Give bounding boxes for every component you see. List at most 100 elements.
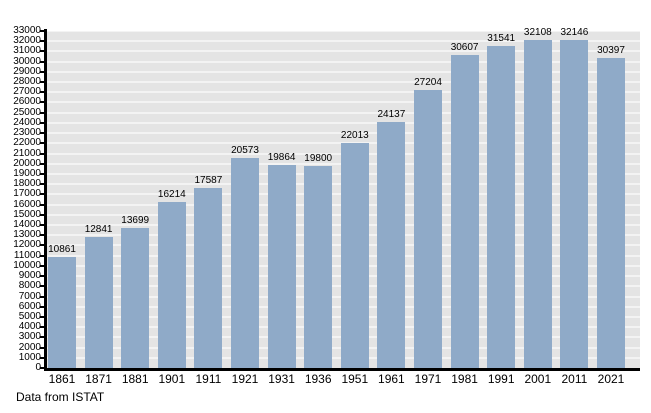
y-tick-label: 13000 [13, 229, 41, 241]
bar-1961 [377, 121, 406, 368]
gridline [47, 31, 640, 32]
bar-value-label: 30397 [597, 44, 625, 56]
y-tick-label: 20000 [13, 157, 41, 169]
y-tick-label: 17000 [13, 188, 41, 200]
bar-value-label: 19864 [267, 152, 296, 164]
y-tick-mark [40, 295, 44, 298]
bar-1911 [194, 188, 223, 368]
y-tick-mark [40, 336, 44, 339]
bar-value-label: 20573 [231, 144, 259, 156]
y-tick-mark [40, 193, 44, 196]
x-tick-label: 1901 [158, 372, 186, 386]
y-tick-label: 25000 [13, 106, 41, 118]
gridline [47, 70, 640, 73]
y-tick-label: 19000 [13, 167, 41, 179]
y-tick-label: 12000 [13, 239, 41, 251]
y-tick-label: 6000 [18, 300, 41, 312]
y-tick-mark [40, 305, 44, 308]
bar-1931 [267, 165, 296, 368]
y-tick-mark [40, 30, 44, 32]
bar-1981 [450, 55, 479, 368]
y-tick-label: 24000 [13, 116, 41, 128]
bar-value-label: 17587 [194, 175, 223, 187]
y-tick-mark [40, 152, 44, 155]
bar-value-label: 12841 [84, 223, 113, 235]
y-tick-mark [40, 70, 44, 73]
x-tick-label: 1951 [341, 372, 369, 386]
bar-1991 [487, 45, 516, 368]
bar-1881 [121, 228, 150, 368]
gridline [47, 91, 640, 94]
gridline [47, 132, 640, 135]
y-tick-mark [40, 40, 44, 43]
y-tick-label: 1000 [18, 351, 41, 363]
gridline [47, 111, 640, 114]
y-tick-mark [40, 346, 44, 349]
y-tick-label: 7000 [18, 290, 41, 302]
y-tick-label: 18000 [13, 178, 41, 190]
y-tick-mark [40, 264, 44, 267]
y-tick-mark [40, 60, 44, 63]
y-tick-mark [40, 50, 44, 53]
y-tick-label: 32000 [13, 35, 41, 47]
x-tick-label: 1861 [48, 372, 76, 386]
x-tick-label: 2021 [597, 372, 625, 386]
y-tick-mark [40, 162, 44, 165]
bar-value-label: 32108 [523, 27, 552, 39]
y-tick-label: 21000 [13, 147, 41, 159]
y-tick-label: 10000 [13, 259, 41, 271]
bar-2001 [523, 40, 552, 368]
y-tick-mark [40, 81, 44, 84]
bar-value-label: 31541 [487, 32, 516, 44]
source-note: Data from ISTAT [16, 390, 105, 404]
y-tick-label: 2000 [18, 341, 41, 353]
x-tick-label: 1971 [414, 372, 442, 386]
gridline [47, 81, 640, 84]
y-tick-mark [40, 91, 44, 94]
y-tick-label: 31000 [13, 45, 41, 57]
bar-2021 [597, 57, 625, 368]
gridline [47, 40, 640, 43]
y-tick-mark [40, 326, 44, 329]
y-tick-label: 26000 [13, 96, 41, 108]
x-tick-label: 1881 [121, 372, 149, 386]
x-tick-label: 1911 [195, 372, 222, 386]
y-tick-label: 8000 [18, 280, 41, 292]
x-tick-label: 2001 [524, 372, 552, 386]
gridline [47, 121, 640, 124]
x-tick-label: 2011 [561, 372, 588, 386]
y-tick-mark [40, 172, 44, 175]
x-tick-label: 1981 [451, 372, 478, 386]
bar-value-label: 24137 [377, 108, 406, 120]
y-tick-label: 28000 [13, 76, 41, 88]
y-tick-mark [40, 183, 44, 186]
x-tick-label: 1936 [304, 372, 332, 386]
plot-area [47, 31, 640, 368]
y-tick-mark [40, 254, 44, 257]
y-tick-mark [40, 356, 44, 359]
y-tick-mark [40, 285, 44, 288]
y-tick-mark [40, 121, 44, 124]
bar-value-label: 22013 [340, 130, 369, 142]
bar-value-label: 10861 [48, 244, 76, 256]
bar-1936 [304, 165, 333, 368]
bar-value-label: 19800 [304, 152, 333, 164]
y-tick-mark [40, 234, 44, 237]
bar-1871 [84, 236, 113, 368]
bar-value-label: 13699 [121, 215, 150, 227]
bar-value-label: 32146 [560, 26, 589, 38]
y-tick-mark [40, 224, 44, 227]
bar-value-label: 27204 [414, 77, 442, 89]
bar-1921 [231, 157, 259, 368]
y-tick-label: 9000 [18, 270, 41, 282]
y-tick-label: 5000 [18, 310, 41, 322]
gridline [47, 60, 640, 63]
bar-1951 [340, 143, 369, 368]
bar-2011 [560, 39, 589, 368]
x-tick-label: 1931 [268, 372, 295, 386]
y-tick-mark [40, 111, 44, 114]
y-tick-mark [40, 203, 44, 206]
y-tick-label: 29000 [13, 65, 41, 77]
gridline [47, 101, 640, 104]
